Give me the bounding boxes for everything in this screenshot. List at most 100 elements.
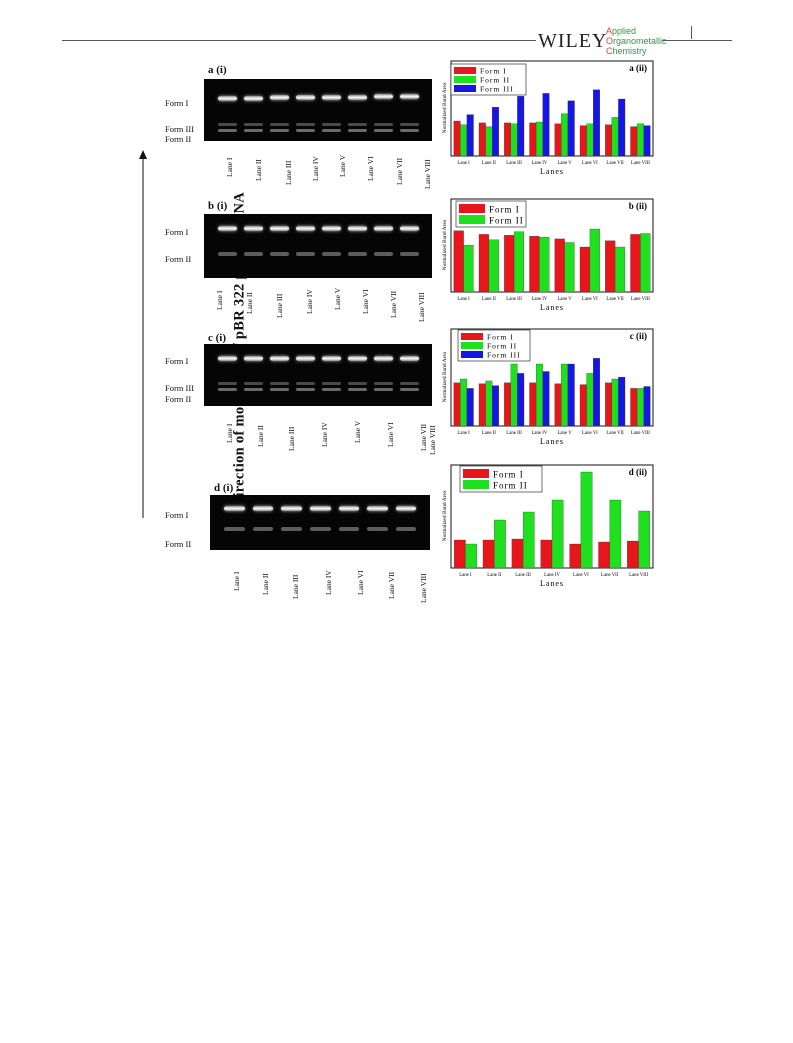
bar-form-i [554,123,562,157]
gel-band-form-iii [399,382,419,385]
lane-label: Lane VII [389,290,398,318]
gel-panel-tag: c (i) [208,332,227,344]
form-label: Form III [165,124,195,134]
legend-label: Form I [480,67,507,76]
bar-form-i [579,125,587,157]
bar-form-i [529,382,537,427]
bar-form-i [453,230,464,293]
x-tick-label: Lane V [558,161,573,166]
lane-label: Lane VI [361,289,370,314]
gel-band-form-i [373,94,393,100]
y-axis-label: Normalized Band Area [442,82,448,133]
gel-band-form-i [399,356,419,361]
gel-band-form-i [224,506,245,511]
bar-form-i [630,126,638,157]
legend-label: Form III [487,351,521,360]
bar-form-i [478,122,486,157]
bar-form-ii [609,499,622,569]
lane-label: Lane V [338,154,347,177]
bar-form-ii [513,231,525,293]
gel-band-form-ii [243,252,263,256]
gel-band-form-i [373,226,393,231]
bar-form-iii [492,107,499,157]
bar-form-i [554,383,562,427]
form-label: Form I [165,356,189,366]
bar-form-ii [611,117,619,157]
bar-form-ii [586,123,594,157]
x-axis-label: Lanes [540,303,564,312]
gel-image [210,495,430,550]
gel-band-form-iii [243,123,263,126]
y-axis-label: Normalized Band Area [442,490,448,541]
bar-form-ii [465,543,477,569]
lane-label: Lane V [353,420,362,443]
x-tick-label: Lane I [457,297,470,302]
gel-band-form-i [217,356,237,361]
bar-form-i [453,382,461,427]
journal-line-3-rest: hemistry [612,46,647,56]
gel-band-form-ii [395,527,417,531]
gel-band-form-iii [321,123,341,126]
legend-swatch [463,480,489,489]
gel-band-form-ii [399,388,419,391]
gel-band-form-i [217,96,237,101]
x-tick-label: Lane II [487,573,501,578]
bar-form-ii [510,123,518,157]
bar-form-ii [614,246,626,293]
bar-form-iii [618,98,626,157]
lane-label: Lane III [275,293,284,318]
lane-label: Lane VIII [419,573,428,603]
journal-line-3: Chemistry [606,46,647,56]
x-tick-label: Lane IV [531,431,547,436]
x-tick-label: Lane III [506,161,522,166]
bar-chart: Lane I Lane II Lane III Lane IV Lane V Lane V… [433,328,661,452]
gel-band-form-i [338,506,360,511]
x-tick-label: Lane IV [531,297,547,302]
bar-form-ii [564,242,575,293]
bar-form-i [478,234,489,293]
bar-form-iii [567,363,575,427]
legend-swatch [459,204,485,213]
gel-band-form-ii [217,129,237,132]
gel-band-form-iii [373,123,393,126]
x-tick-label: Lane III [506,297,522,302]
header-rule-right [662,40,732,41]
gel-band-form-ii [373,252,393,256]
gel-band-form-iii [217,382,237,385]
gel-band-form-iii [269,123,289,126]
bar-form-ii [551,499,564,569]
gel-band-form-iii [347,382,367,385]
lane-label: Lane III [287,426,296,451]
gel-band-form-i [399,226,419,231]
lane-label: Lane I [232,571,241,591]
gel-band-form-i [321,356,341,361]
gel-band-form-ii [243,129,263,132]
gel-band-form-ii [373,129,393,132]
form-label: Form I [165,227,189,237]
gel-band-form-i [347,94,367,100]
gel-band-form-i [373,356,393,361]
form-label: Form II [165,134,192,144]
gel-band-form-iii [217,123,237,126]
legend-swatch [459,215,485,224]
bar-form-iii [593,89,600,157]
bar-form-ii [589,228,600,293]
x-tick-label: Lane VI [573,573,589,578]
gel-band-form-ii [310,527,331,531]
lane-label: Lane VIII [417,292,426,322]
gel-band-form-i [310,506,331,511]
bar-form-i [554,238,565,293]
gel-band-form-ii [347,252,367,256]
gel-image [204,344,432,406]
gel-band-form-ii [321,388,341,391]
bar-form-ii [561,363,569,427]
lane-label: Lane II [256,424,265,447]
x-tick-label: Lane VIII [631,431,650,436]
lane-label: Lane VII [419,423,428,451]
bar-form-ii [460,378,468,427]
legend-swatch [461,333,483,340]
form-label: Form II [165,539,192,549]
x-tick-label: Lane VIII [629,573,648,578]
gel-band-form-iii [243,382,263,385]
legend-swatch [461,342,483,349]
